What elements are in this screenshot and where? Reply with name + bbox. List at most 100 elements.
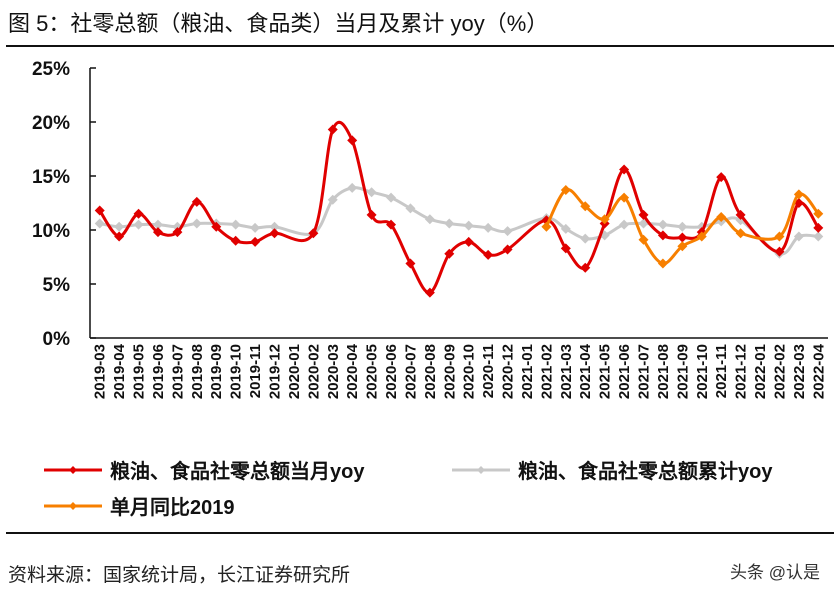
watermark: 头条 @认是 — [730, 563, 820, 582]
x-tick-label: 2020-06 — [383, 344, 400, 399]
data-point-0 — [619, 164, 630, 175]
data-point-0 — [114, 231, 125, 242]
y-tick-label: 5% — [43, 275, 71, 296]
x-tick-label: 2020-04 — [344, 343, 361, 399]
x-tick-label: 2020-11 — [480, 344, 497, 398]
data-point-0 — [269, 228, 280, 239]
data-point-1 — [580, 233, 591, 244]
source-note: 资料来源：国家统计局，长江证券研究所 — [8, 565, 351, 586]
x-tick-label: 2021-02 — [538, 344, 555, 399]
data-point-1 — [424, 214, 435, 225]
x-tick-label: 2022-04 — [810, 343, 827, 399]
x-tick-label: 2021-01 — [519, 344, 536, 399]
y-tick-label: 25% — [32, 59, 70, 80]
y-tick-label: 15% — [32, 167, 70, 188]
x-tick-label: 2021-05 — [597, 344, 614, 399]
y-tick-label: 0% — [43, 329, 71, 350]
x-tick-label: 2020-05 — [364, 344, 381, 399]
x-tick-label: 2021-08 — [655, 344, 672, 399]
data-point-1 — [133, 219, 144, 230]
y-tick-label: 10% — [32, 221, 70, 242]
data-point-0 — [386, 219, 397, 230]
x-tick-label: 2021-06 — [616, 344, 633, 399]
data-point-0 — [424, 287, 435, 298]
data-point-0 — [172, 227, 183, 238]
x-tick-label: 2020-02 — [305, 344, 322, 399]
x-tick-label: 2019-11 — [247, 344, 264, 398]
data-point-2 — [677, 241, 688, 252]
data-point-2 — [619, 192, 630, 203]
data-point-2 — [541, 221, 552, 232]
data-point-2 — [657, 258, 668, 269]
data-point-2 — [793, 189, 804, 200]
x-tick-label: 2020-01 — [286, 344, 303, 399]
data-point-0 — [347, 135, 358, 146]
x-tick-label: 2021-03 — [558, 344, 575, 399]
data-point-0 — [308, 228, 319, 239]
x-tick-label: 2019-08 — [189, 344, 206, 399]
data-point-1 — [366, 187, 377, 198]
data-point-0 — [463, 236, 474, 247]
data-point-0 — [444, 248, 455, 259]
data-point-1 — [327, 194, 338, 205]
x-tick-label: 2021-12 — [733, 344, 750, 399]
data-point-0 — [774, 246, 785, 257]
data-point-2 — [735, 228, 746, 239]
data-point-2 — [580, 201, 591, 212]
data-point-0 — [580, 262, 591, 273]
data-point-1 — [94, 218, 105, 229]
legend-swatch-marker — [69, 502, 77, 510]
x-tick-label: 2022-01 — [752, 344, 769, 399]
x-tick-label: 2021-07 — [636, 344, 653, 399]
title-divider — [6, 45, 834, 47]
data-point-2 — [774, 231, 785, 242]
x-tick-label: 2020-09 — [441, 344, 458, 399]
legend-swatch-marker — [477, 466, 485, 474]
data-point-0 — [366, 209, 377, 220]
x-tick-label: 2019-10 — [228, 344, 245, 399]
data-point-0 — [211, 221, 222, 232]
data-point-1 — [152, 219, 163, 230]
data-point-1 — [114, 221, 125, 232]
data-point-1 — [386, 192, 397, 203]
x-tick-label: 2022-03 — [791, 344, 808, 399]
data-point-0 — [483, 249, 494, 260]
legend-label: 粮油、食品社零总额当月yoy — [110, 459, 365, 483]
data-point-1 — [793, 231, 804, 242]
legend-label: 粮油、食品社零总额累计yoy — [518, 459, 773, 483]
data-point-0 — [405, 258, 416, 269]
x-tick-label: 2022-02 — [771, 344, 788, 399]
x-tick-label: 2020-12 — [500, 344, 517, 399]
data-point-0 — [502, 244, 513, 255]
x-tick-label: 2019-07 — [169, 344, 186, 399]
x-tick-label: 2020-10 — [461, 344, 478, 399]
data-point-1 — [677, 221, 688, 232]
x-tick-label: 2019-05 — [131, 344, 148, 399]
series-line-0 — [98, 120, 820, 295]
data-point-2 — [560, 185, 571, 196]
data-point-0 — [657, 230, 668, 241]
data-point-0 — [813, 222, 824, 233]
x-tick-label: 2019-03 — [92, 344, 109, 399]
data-point-2 — [599, 214, 610, 225]
footer-divider — [6, 532, 834, 534]
data-point-2 — [716, 212, 727, 223]
data-point-1 — [657, 219, 668, 230]
x-tick-label: 2021-11 — [713, 344, 730, 398]
x-tick-label: 2019-04 — [111, 343, 128, 399]
legend-swatch-marker — [69, 466, 77, 474]
data-point-1 — [405, 203, 416, 214]
data-point-1 — [347, 182, 358, 193]
data-point-2 — [638, 234, 649, 245]
data-point-1 — [619, 219, 630, 230]
data-point-1 — [813, 231, 824, 242]
data-point-1 — [560, 223, 571, 234]
x-tick-label: 2020-07 — [402, 344, 419, 399]
data-point-1 — [250, 222, 261, 233]
data-point-0 — [133, 208, 144, 219]
data-point-0 — [716, 172, 727, 183]
legend-label: 单月同比2019 — [110, 495, 235, 519]
figure-title: 图 5：社零总额（粮油、食品类）当月及累计 yoy（%） — [8, 11, 549, 36]
